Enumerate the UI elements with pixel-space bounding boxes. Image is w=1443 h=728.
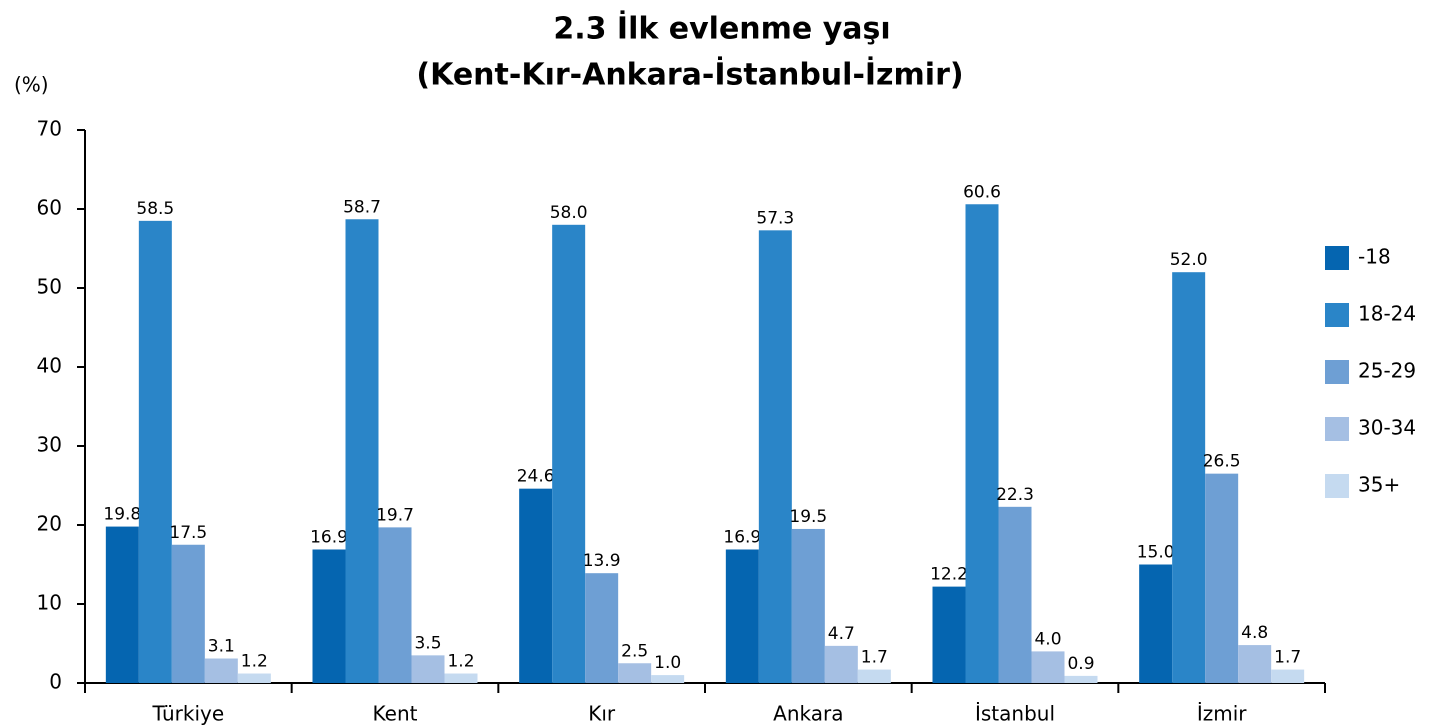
bar (105, 526, 139, 683)
value-label: 1.0 (654, 653, 681, 673)
bar (585, 573, 619, 683)
bar (411, 655, 445, 683)
legend-swatch (1325, 417, 1349, 441)
legend-swatch (1325, 474, 1349, 498)
value-label: 16.9 (310, 527, 348, 547)
chart-title: 2.3 İlk evlenme yaşı (553, 11, 890, 47)
bar (312, 549, 346, 683)
value-label: 4.8 (1241, 623, 1268, 643)
value-label: 24.6 (517, 467, 555, 487)
y-tick-label: 0 (49, 670, 62, 694)
value-label: 60.6 (963, 182, 1001, 202)
bar (345, 219, 379, 683)
bar (237, 673, 271, 683)
value-label: 58.7 (343, 197, 381, 217)
x-tick-label: Kent (373, 702, 418, 726)
bar (998, 506, 1032, 683)
value-label: 1.7 (1274, 648, 1301, 668)
x-tick-label: Kır (588, 702, 616, 726)
y-axis-label: (%) (14, 73, 49, 97)
value-label: 19.5 (789, 507, 827, 527)
value-label: 26.5 (1203, 452, 1241, 472)
bar (618, 663, 652, 683)
value-label: 1.7 (861, 648, 888, 668)
legend-label: 18-24 (1358, 302, 1416, 326)
value-label: 4.0 (1034, 629, 1061, 649)
legend-swatch (1325, 303, 1349, 327)
value-label: 0.9 (1067, 654, 1094, 674)
bar (444, 673, 478, 683)
legend-label: 35+ (1358, 473, 1400, 497)
legend-label: 30-34 (1358, 416, 1416, 440)
bar (1031, 651, 1065, 683)
value-label: 3.5 (414, 633, 441, 653)
bar (932, 586, 966, 683)
value-label: 1.2 (447, 652, 474, 672)
bar (378, 527, 412, 683)
value-label: 19.8 (103, 505, 141, 525)
bar (965, 204, 999, 683)
y-tick-label: 50 (37, 275, 62, 299)
value-label: 17.5 (169, 523, 207, 543)
value-label: 58.5 (136, 199, 174, 219)
bar (519, 488, 553, 683)
value-label: 58.0 (550, 203, 588, 223)
value-label: 13.9 (583, 551, 621, 571)
legend-label: 25-29 (1358, 359, 1416, 383)
chart-subtitle: (Kent-Kır-Ankara-İstanbul-İzmir) (416, 57, 963, 93)
y-tick-label: 20 (37, 512, 62, 536)
value-label: 57.3 (756, 208, 794, 228)
bar (138, 220, 172, 683)
y-tick-label: 60 (37, 196, 62, 220)
value-label: 3.1 (208, 637, 235, 657)
bar (204, 658, 238, 683)
bar (1271, 669, 1305, 683)
bar (552, 224, 586, 684)
value-label: 4.7 (828, 624, 855, 644)
value-label: 2.5 (621, 641, 648, 661)
bar (857, 669, 891, 683)
y-tick-label: 30 (37, 433, 62, 457)
x-tick-label: İzmir (1197, 702, 1247, 726)
y-tick-label: 70 (37, 117, 62, 141)
bar (1172, 272, 1206, 683)
bar (171, 544, 205, 683)
value-label: 19.7 (376, 505, 414, 525)
bar (758, 230, 792, 683)
value-label: 16.9 (723, 527, 761, 547)
legend-swatch (1325, 246, 1349, 270)
value-label: 52.0 (1170, 250, 1208, 270)
value-label: 22.3 (996, 485, 1034, 505)
legend-swatch (1325, 360, 1349, 384)
bar (1205, 473, 1239, 683)
value-label: 1.2 (241, 652, 268, 672)
x-tick-label: İstanbul (975, 702, 1055, 726)
value-label: 15.0 (1137, 543, 1175, 563)
bar (824, 645, 858, 683)
bar (651, 675, 685, 683)
bar (1238, 645, 1272, 683)
bar (1064, 675, 1098, 683)
x-tick-label: Türkiye (152, 702, 225, 726)
bar (725, 549, 759, 683)
y-tick-label: 40 (37, 354, 62, 378)
bar (1139, 564, 1173, 683)
y-tick-label: 10 (37, 591, 62, 615)
bar (791, 528, 825, 683)
legend-label: -18 (1358, 245, 1391, 269)
x-tick-label: Ankara (773, 702, 843, 726)
value-label: 12.2 (930, 565, 968, 585)
